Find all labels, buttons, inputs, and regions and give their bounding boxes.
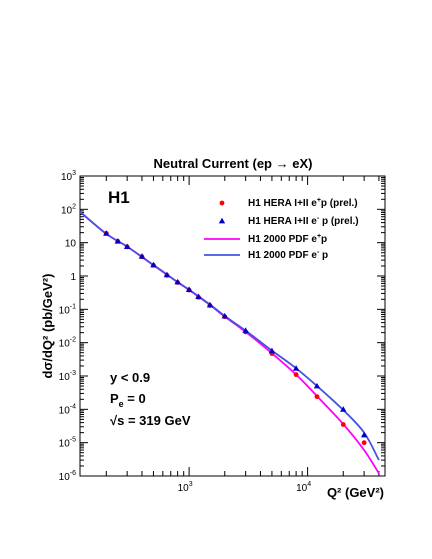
y-tick-label-base: 10	[65, 239, 77, 250]
plot-frame	[79, 175, 386, 477]
legend-marker-eplus	[219, 200, 225, 206]
data-point-eminus	[268, 347, 276, 354]
data-point-eminus	[221, 312, 228, 319]
data-point-eminus	[313, 382, 321, 389]
y-tick-label-base: 1	[70, 272, 76, 283]
condition-energy: √s = 319 GeV	[110, 413, 191, 428]
y-tick-label-exponent: 3	[72, 170, 76, 177]
y-tick-label-exponent: -5	[70, 437, 76, 444]
y-tick-label-exponent: -4	[70, 403, 76, 410]
chart-title: Neutral Current (ep → eX)	[154, 156, 313, 171]
y-tick-label: 10-4	[59, 403, 76, 416]
data-point-eminus	[138, 253, 146, 259]
legend-entry-superscript: +	[317, 233, 321, 240]
x-tick-label-base: 10	[296, 483, 308, 494]
legend-entry: H1 2000 PDF e- p	[248, 249, 328, 261]
data-point-eminus	[185, 286, 193, 293]
x-tick-label-base: 10	[178, 483, 190, 494]
y-tick-label-base: 10	[59, 339, 71, 350]
condition-polarisation: Pe = 0	[110, 391, 146, 409]
x-tick-label: 104	[296, 481, 311, 494]
legend-entry-prefix: H1 HERA I+II e	[248, 216, 317, 227]
y-tick-label-base: 10	[59, 439, 71, 450]
conditions: y < 0.9 Pe = 0 √s = 319 GeV	[110, 370, 191, 428]
data-point-eminus	[360, 431, 368, 438]
condition-polarisation-value: = 0	[124, 391, 146, 406]
data-point-eplus	[340, 422, 346, 427]
legend-marker-eminus	[218, 217, 226, 224]
y-tick-label: 10-2	[59, 337, 76, 350]
legend-entry-prefix: H1 HERA I+II e	[248, 198, 317, 209]
y-tick-label: 10-1	[59, 303, 76, 316]
legend-entry-superscript: +	[317, 197, 321, 204]
legend-entry-suffix: p	[321, 234, 327, 245]
y-tick-label: 10-3	[59, 370, 76, 383]
condition-polarisation-symbol: P	[110, 391, 119, 406]
y-tick-label: 102	[61, 203, 76, 216]
condition-y-cut: y < 0.9	[110, 370, 150, 385]
y-tick-label: 10	[65, 239, 77, 250]
y-tick-label-exponent: -3	[70, 370, 76, 377]
legend-entry: H1 HERA I+II e+p (prel.)	[248, 197, 358, 209]
y-tick-label-base: 10	[59, 305, 71, 316]
legend: H1 HERA I+II e+p (prel.)H1 HERA I+II e- …	[204, 197, 359, 261]
legend-entry-superscript: -	[317, 215, 320, 222]
x-tick-label-exponent: 3	[189, 481, 193, 488]
data-point-eminus	[195, 293, 202, 300]
y-tick-label-exponent: -6	[70, 470, 76, 477]
data-point-eminus	[292, 365, 300, 371]
y-tick-label-base: 10	[59, 472, 71, 483]
data-point-eminus	[206, 301, 214, 308]
y-tick-label-exponent: -1	[70, 303, 76, 310]
data-point-eplus	[361, 440, 367, 446]
legend-entry-prefix: H1 2000 PDF e	[248, 250, 317, 261]
y-tick-label-base: 10	[61, 172, 73, 183]
y-tick-label-exponent: -2	[70, 337, 76, 344]
x-axis-ticks: 103 104	[105, 176, 380, 494]
data-point-eplus	[314, 394, 320, 400]
legend-entry-prefix: H1 2000 PDF e	[248, 234, 317, 245]
y-tick-label-base: 10	[59, 372, 71, 383]
data-points	[103, 230, 368, 446]
y-tick-label: 10-6	[59, 470, 76, 483]
data-point-eminus	[242, 327, 249, 334]
legend-entry-suffix: p (prel.)	[319, 216, 358, 227]
x-tick-label-exponent: 4	[307, 481, 311, 488]
data-point-eminus	[103, 230, 110, 236]
data-point-eplus	[293, 372, 299, 378]
y-tick-label-base: 10	[61, 205, 73, 216]
legend-entry-superscript: -	[317, 249, 320, 256]
legend-entry: H1 2000 PDF e+p	[248, 233, 327, 245]
y-tick-label: 1	[70, 272, 76, 283]
legend-entry-suffix: p	[319, 250, 328, 261]
y-tick-label-base: 10	[59, 405, 71, 416]
legend-entry-suffix: p (prel.)	[321, 198, 358, 209]
condition-polarisation-subscript: e	[119, 399, 124, 409]
data-point-eminus	[150, 261, 157, 268]
y-tick-label: 10-5	[59, 437, 76, 450]
x-axis-title: Q² (GeV²)	[327, 485, 384, 500]
y-tick-label-exponent: 2	[72, 203, 76, 210]
y-tick-label: 103	[61, 170, 76, 183]
legend-entry: H1 HERA I+II e- p (prel.)	[248, 215, 359, 227]
data-point-eminus	[174, 278, 181, 285]
data-point-eminus	[340, 406, 347, 412]
experiment-label: H1	[108, 188, 130, 207]
data-point-eminus	[163, 271, 171, 278]
data-point-eminus	[123, 243, 131, 250]
x-tick-label: 103	[178, 481, 193, 494]
y-axis-title: dσ/dQ² (pb/GeV²)	[40, 274, 55, 379]
data-point-eminus	[114, 238, 121, 244]
